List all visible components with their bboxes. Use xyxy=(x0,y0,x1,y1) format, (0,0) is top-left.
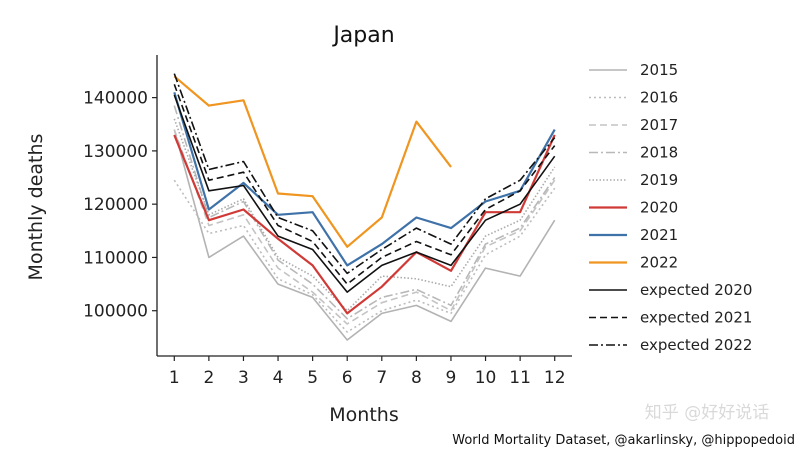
series-line-expected-2022 xyxy=(173,73,556,275)
y-tick-label: 110000 xyxy=(83,248,148,268)
x-tick-label: 8 xyxy=(411,368,422,388)
x-axis-label: Months xyxy=(329,404,398,426)
legend-label: 2016 xyxy=(640,89,678,107)
legend-label: expected 2021 xyxy=(640,309,752,327)
y-tick-label: 100000 xyxy=(83,302,148,322)
x-ticks: 1 2 3 4 5 6 7 8 9 10 11 12 xyxy=(169,356,566,388)
watermark-text: 知乎 @好好说话 xyxy=(645,403,769,423)
legend-label: 2015 xyxy=(640,61,678,79)
y-ticks: 100000 110000 120000 130000 140000 xyxy=(83,89,157,322)
series-line-2016 xyxy=(173,179,556,333)
legend-label: 2017 xyxy=(640,116,678,134)
series-line-2022 xyxy=(173,75,452,248)
credit-text: World Mortality Dataset, @akarlinsky, @h… xyxy=(452,433,795,448)
series-line-2020 xyxy=(173,134,556,315)
series-line-expected-2020 xyxy=(173,94,556,293)
x-tick-label: 7 xyxy=(376,368,387,388)
x-tick-label: 11 xyxy=(509,368,531,388)
legend-label: 2018 xyxy=(640,144,678,162)
legend-label: 2020 xyxy=(640,199,678,217)
series-line-2021 xyxy=(173,91,556,267)
x-tick-label: 2 xyxy=(203,368,214,388)
legend-label: 2019 xyxy=(640,171,678,189)
legend: 2015 2016 2017 2018 2019 2020 2021 2022 expected… xyxy=(589,61,752,354)
x-tick-label: 1 xyxy=(169,368,180,388)
y-tick-label: 130000 xyxy=(83,142,148,162)
series-line-2015 xyxy=(173,129,556,341)
y-axis-label: Monthly deaths xyxy=(25,134,47,281)
series-line-2017 xyxy=(173,129,556,325)
x-tick-label: 6 xyxy=(342,368,353,388)
series-layer xyxy=(173,73,556,341)
x-tick-label: 5 xyxy=(307,368,318,388)
legend-label: 2021 xyxy=(640,226,678,244)
series-line-2019 xyxy=(173,118,556,312)
y-tick-label: 120000 xyxy=(83,195,148,215)
y-tick-label: 140000 xyxy=(83,89,148,109)
x-tick-label: 3 xyxy=(238,368,249,388)
x-tick-label: 12 xyxy=(544,368,566,388)
x-tick-label: 10 xyxy=(475,368,497,388)
legend-label: 2022 xyxy=(640,254,678,272)
series-line-expected-2021 xyxy=(173,84,556,285)
x-tick-label: 9 xyxy=(446,368,457,388)
x-tick-label: 4 xyxy=(273,368,284,388)
series-line-2018 xyxy=(173,105,556,320)
legend-label: expected 2022 xyxy=(640,336,752,354)
chart-title: Japan xyxy=(331,23,394,48)
legend-label: expected 2020 xyxy=(640,281,752,299)
